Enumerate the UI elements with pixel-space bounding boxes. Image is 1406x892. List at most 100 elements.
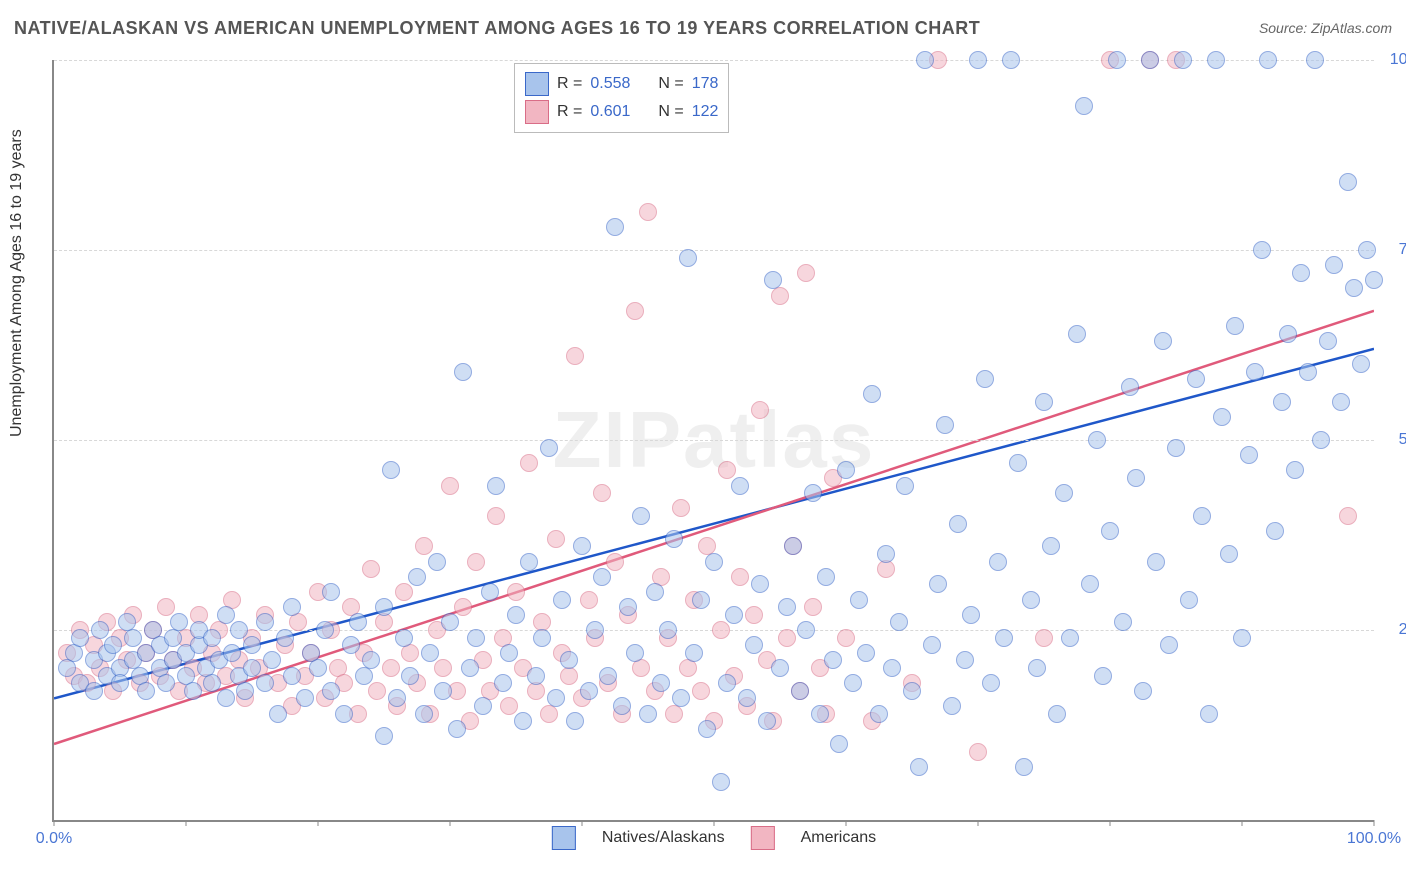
scatter-point: [778, 598, 796, 616]
scatter-point: [824, 651, 842, 669]
scatter-point: [580, 682, 598, 700]
scatter-point: [203, 674, 221, 692]
scatter-point: [1035, 629, 1053, 647]
y-tick-label: 75.0%: [1384, 241, 1406, 259]
scatter-point: [797, 264, 815, 282]
x-tick-mark: [846, 820, 847, 826]
scatter-point: [1061, 629, 1079, 647]
scatter-point: [1279, 325, 1297, 343]
scatter-point: [395, 629, 413, 647]
scatter-point: [949, 515, 967, 533]
scatter-point: [731, 477, 749, 495]
x-tick-mark: [186, 820, 187, 826]
legend-row-natives: R = 0.558 N = 178: [525, 70, 718, 98]
scatter-point: [1339, 173, 1357, 191]
scatter-point: [1365, 271, 1383, 289]
scatter-point: [606, 553, 624, 571]
scatter-point: [1028, 659, 1046, 677]
scatter-point: [388, 689, 406, 707]
scatter-point: [349, 613, 367, 631]
legend-row-americans: R = 0.601 N = 122: [525, 98, 718, 126]
scatter-point: [619, 598, 637, 616]
x-tick-mark: [1242, 820, 1243, 826]
scatter-point: [1088, 431, 1106, 449]
scatter-point: [870, 705, 888, 723]
x-tick-mark: [714, 820, 715, 826]
scatter-point: [758, 712, 776, 730]
scatter-point: [71, 629, 89, 647]
legend-r-label: R =: [557, 103, 582, 121]
scatter-point: [566, 712, 584, 730]
scatter-point: [85, 682, 103, 700]
scatter-point: [1121, 378, 1139, 396]
scatter-point: [672, 499, 690, 517]
scatter-point: [441, 613, 459, 631]
scatter-point: [910, 758, 928, 776]
y-tick-label: 100.0%: [1384, 51, 1406, 69]
scatter-point: [408, 568, 426, 586]
scatter-point: [705, 553, 723, 571]
scatter-point: [632, 507, 650, 525]
scatter-point: [547, 530, 565, 548]
scatter-point: [817, 568, 835, 586]
scatter-point: [1108, 51, 1126, 69]
scatter-point: [1266, 522, 1284, 540]
scatter-point: [540, 439, 558, 457]
scatter-point: [830, 735, 848, 753]
y-tick-label: 50.0%: [1384, 431, 1406, 449]
scatter-point: [804, 598, 822, 616]
scatter-point: [1207, 51, 1225, 69]
plot-area: ZIPatlas R = 0.558 N = 178 R = 0.601 N =…: [52, 60, 1374, 822]
scatter-point: [1312, 431, 1330, 449]
scatter-point: [184, 682, 202, 700]
scatter-point: [375, 727, 393, 745]
scatter-point: [712, 621, 730, 639]
scatter-point: [454, 598, 472, 616]
scatter-point: [1259, 51, 1277, 69]
scatter-point: [461, 659, 479, 677]
x-tick-mark: [1374, 820, 1375, 826]
scatter-point: [547, 689, 565, 707]
scatter-point: [764, 271, 782, 289]
scatter-point: [606, 218, 624, 236]
scatter-point: [434, 659, 452, 677]
scatter-point: [263, 651, 281, 669]
legend-n-label: N =: [658, 103, 683, 121]
swatch-blue-icon: [552, 826, 576, 850]
scatter-point: [923, 636, 941, 654]
scatter-point: [745, 606, 763, 624]
scatter-point: [533, 629, 551, 647]
scatter-point: [500, 644, 518, 662]
scatter-point: [989, 553, 1007, 571]
scatter-point: [256, 613, 274, 631]
scatter-point: [1306, 51, 1324, 69]
scatter-point: [1345, 279, 1363, 297]
scatter-point: [593, 484, 611, 502]
legend-r-value: 0.558: [590, 75, 630, 93]
scatter-point: [382, 461, 400, 479]
scatter-point: [850, 591, 868, 609]
scatter-point: [791, 682, 809, 700]
scatter-point: [111, 674, 129, 692]
legend-r-label: R =: [557, 75, 582, 93]
scatter-point: [514, 712, 532, 730]
scatter-point: [428, 553, 446, 571]
scatter-point: [104, 636, 122, 654]
scatter-point: [1332, 393, 1350, 411]
scatter-point: [1180, 591, 1198, 609]
scatter-point: [837, 461, 855, 479]
scatter-point: [296, 689, 314, 707]
legend-series-label: Natives/Alaskans: [602, 829, 725, 847]
scatter-point: [593, 568, 611, 586]
scatter-point: [679, 249, 697, 267]
scatter-point: [1233, 629, 1251, 647]
scatter-point: [566, 347, 584, 365]
scatter-point: [269, 705, 287, 723]
scatter-point: [672, 689, 690, 707]
scatter-point: [1042, 537, 1060, 555]
scatter-point: [157, 674, 175, 692]
scatter-point: [890, 613, 908, 631]
scatter-point: [659, 621, 677, 639]
scatter-point: [560, 651, 578, 669]
scatter-point: [481, 583, 499, 601]
